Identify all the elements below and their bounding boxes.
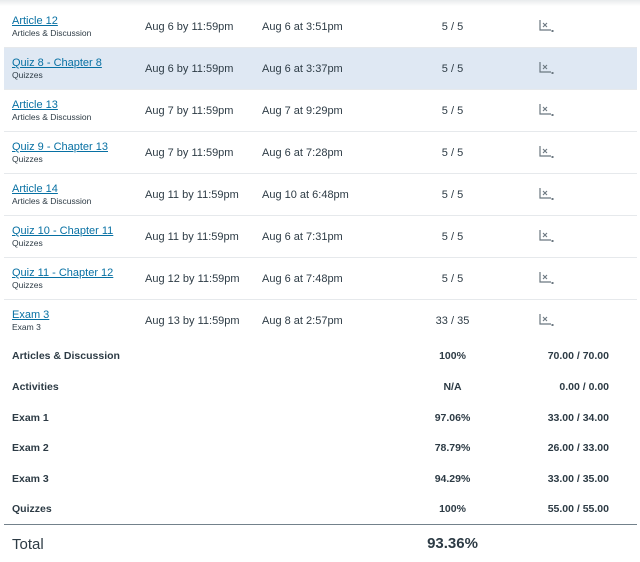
group-name: Quizzes <box>12 503 52 515</box>
assignment-name-cell: Article 12 Articles & Discussion <box>12 15 142 39</box>
group-points: 55.00 / 55.00 <box>547 503 609 515</box>
assignment-name-cell: Quiz 9 - Chapter 13 Quizzes <box>12 141 142 165</box>
assignment-group: Quizzes <box>12 280 43 290</box>
rubric-icon[interactable] <box>538 19 554 33</box>
assignment-row: Quiz 11 - Chapter 12 Quizzes Aug 12 by 1… <box>4 258 637 300</box>
group-percent: 100% <box>439 350 466 362</box>
assignment-row: Article 13 Articles & Discussion Aug 7 b… <box>4 90 637 132</box>
assignment-link[interactable]: Quiz 9 - Chapter 13 <box>12 141 108 153</box>
assignment-name-cell: Quiz 10 - Chapter 11 Quizzes <box>12 225 142 249</box>
assignment-group: Articles & Discussion <box>12 112 92 122</box>
assignment-group: Exam 3 <box>12 322 41 332</box>
group-points: 70.00 / 70.00 <box>547 350 609 362</box>
assignment-name-cell: Exam 3 Exam 3 <box>12 309 142 333</box>
score: 33 / 35 <box>435 315 470 327</box>
assignment-row: Quiz 10 - Chapter 11 Quizzes Aug 11 by 1… <box>4 216 637 258</box>
rubric-icon[interactable] <box>538 187 554 201</box>
rubric-icon[interactable] <box>538 271 554 285</box>
assignment-group: Quizzes <box>12 70 43 80</box>
rubric-icon[interactable] <box>538 61 554 75</box>
assignment-link[interactable]: Article 13 <box>12 99 58 111</box>
score: 5 / 5 <box>441 21 464 33</box>
assignment-group: Articles & Discussion <box>12 28 92 38</box>
due-date: Aug 11 by 11:59pm <box>145 231 239 243</box>
group-percent: 78.79% <box>434 442 471 454</box>
table-top-shadow <box>0 0 640 6</box>
group-points: 33.00 / 34.00 <box>547 412 609 424</box>
total-percent: 93.36% <box>427 535 478 552</box>
due-date: Aug 7 by 11:59pm <box>145 147 234 159</box>
submitted-date: Aug 8 at 2:57pm <box>262 315 343 327</box>
due-date: Aug 6 by 11:59pm <box>145 21 234 33</box>
rubric-icon[interactable] <box>538 313 554 327</box>
score: 5 / 5 <box>441 273 464 285</box>
group-summary-row: Exam 2 78.79% 26.00 / 33.00 <box>4 434 637 464</box>
due-date: Aug 7 by 11:59pm <box>145 105 234 117</box>
group-points: 26.00 / 33.00 <box>547 442 609 454</box>
group-summary-row: Quizzes 100% 55.00 / 55.00 <box>4 495 637 525</box>
assignment-name-cell: Quiz 8 - Chapter 8 Quizzes <box>12 57 142 81</box>
score: 5 / 5 <box>441 231 464 243</box>
assignment-group: Quizzes <box>12 238 43 248</box>
due-date: Aug 6 by 11:59pm <box>145 63 234 75</box>
submitted-date: Aug 10 at 6:48pm <box>262 189 349 201</box>
assignment-link[interactable]: Exam 3 <box>12 309 50 321</box>
group-percent: N/A <box>443 381 462 393</box>
group-summary-row: Articles & Discussion 100% 70.00 / 70.00 <box>4 342 637 372</box>
assignment-row: Quiz 8 - Chapter 8 Quizzes Aug 6 by 11:5… <box>4 48 637 90</box>
assignment-link[interactable]: Quiz 11 - Chapter 12 <box>12 267 114 279</box>
submitted-date: Aug 6 at 7:48pm <box>262 273 343 285</box>
group-summary-row: Exam 3 94.29% 33.00 / 35.00 <box>4 465 637 495</box>
score: 5 / 5 <box>441 63 464 75</box>
assignment-row: Quiz 9 - Chapter 13 Quizzes Aug 7 by 11:… <box>4 132 637 174</box>
assignment-row: Article 12 Articles & Discussion Aug 6 b… <box>4 6 637 48</box>
score: 5 / 5 <box>441 105 464 117</box>
rubric-icon[interactable] <box>538 229 554 243</box>
submitted-date: Aug 6 at 7:31pm <box>262 231 343 243</box>
submitted-date: Aug 6 at 7:28pm <box>262 147 343 159</box>
rubric-icon[interactable] <box>538 103 554 117</box>
score: 5 / 5 <box>441 147 464 159</box>
group-points: 0.00 / 0.00 <box>559 381 609 393</box>
rubric-icon[interactable] <box>538 145 554 159</box>
assignment-group: Quizzes <box>12 154 43 164</box>
assignment-name-cell: Article 14 Articles & Discussion <box>12 183 142 207</box>
group-name: Exam 1 <box>12 412 49 424</box>
submitted-date: Aug 6 at 3:37pm <box>262 63 343 75</box>
assignment-name-cell: Article 13 Articles & Discussion <box>12 99 142 123</box>
due-date: Aug 12 by 11:59pm <box>145 273 240 285</box>
score: 5 / 5 <box>441 189 464 201</box>
group-percent: 97.06% <box>434 412 471 424</box>
group-percent: 100% <box>439 503 466 515</box>
assignment-link[interactable]: Quiz 8 - Chapter 8 <box>12 57 102 69</box>
submitted-date: Aug 7 at 9:29pm <box>262 105 343 117</box>
group-summary-row: Exam 1 97.06% 33.00 / 34.00 <box>4 404 637 434</box>
group-points: 33.00 / 35.00 <box>547 473 609 485</box>
group-name: Activities <box>12 381 59 393</box>
group-name: Exam 3 <box>12 473 49 485</box>
assignment-name-cell: Quiz 11 - Chapter 12 Quizzes <box>12 267 142 291</box>
assignment-row: Exam 3 Exam 3 Aug 13 by 11:59pm Aug 8 at… <box>4 300 637 342</box>
due-date: Aug 13 by 11:59pm <box>145 315 240 327</box>
assignment-row: Article 14 Articles & Discussion Aug 11 … <box>4 174 637 216</box>
group-name: Exam 2 <box>12 442 49 454</box>
submitted-date: Aug 6 at 3:51pm <box>262 21 343 33</box>
assignment-link[interactable]: Article 14 <box>12 183 58 195</box>
assignment-group: Articles & Discussion <box>12 196 92 206</box>
total-row: Total 93.36% <box>4 524 637 562</box>
assignment-link[interactable]: Quiz 10 - Chapter 11 <box>12 225 114 237</box>
due-date: Aug 11 by 11:59pm <box>145 189 239 201</box>
group-summary-row: Activities N/A 0.00 / 0.00 <box>4 373 637 403</box>
assignment-link[interactable]: Article 12 <box>12 15 58 27</box>
total-label: Total <box>12 536 44 553</box>
group-name: Articles & Discussion <box>12 350 120 362</box>
group-percent: 94.29% <box>434 473 471 485</box>
